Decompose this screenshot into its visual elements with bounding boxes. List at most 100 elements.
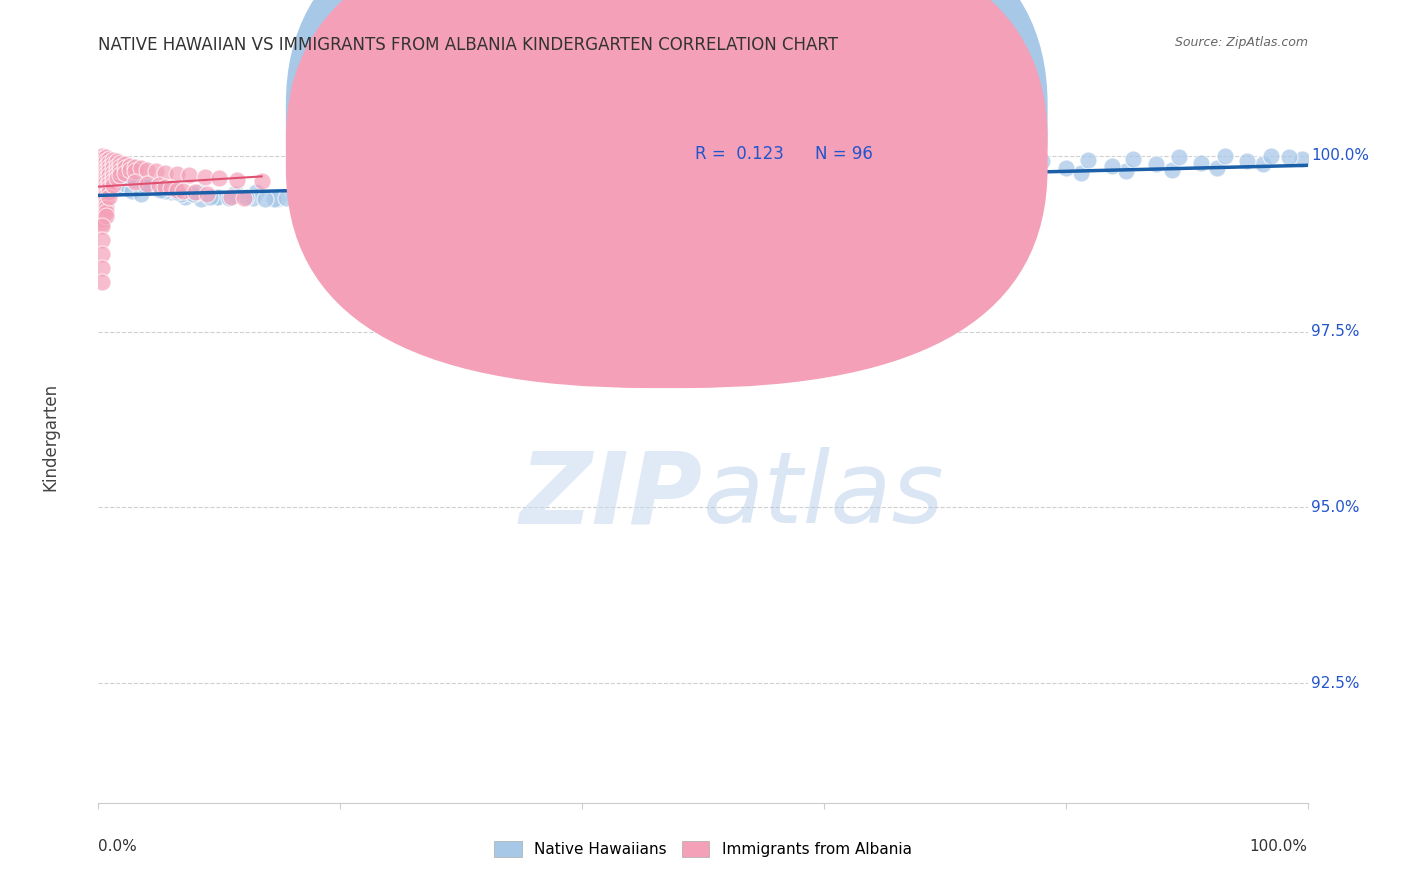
Point — [169, 187, 191, 202]
Point — [510, 187, 533, 202]
Point — [232, 191, 254, 205]
Point — [108, 169, 131, 183]
Point — [319, 191, 342, 205]
Point — [516, 186, 538, 200]
Point — [94, 209, 117, 223]
Point — [226, 187, 249, 202]
Text: ZIP: ZIP — [520, 447, 703, 544]
Point — [98, 177, 121, 191]
Point — [135, 178, 157, 193]
Point — [208, 189, 231, 203]
Point — [1260, 149, 1282, 163]
Point — [305, 191, 328, 205]
Point — [477, 189, 499, 203]
Point — [752, 180, 775, 194]
Point — [420, 193, 443, 207]
Point — [91, 194, 114, 209]
Point — [198, 189, 221, 203]
FancyBboxPatch shape — [285, 0, 1047, 353]
Point — [134, 178, 156, 193]
Point — [101, 166, 124, 180]
Point — [598, 176, 620, 190]
Point — [94, 184, 117, 198]
Point — [101, 178, 124, 193]
Point — [329, 193, 352, 207]
Point — [114, 157, 136, 171]
Point — [93, 162, 115, 177]
Point — [166, 167, 188, 181]
Point — [245, 186, 267, 200]
Point — [98, 169, 121, 183]
Point — [172, 184, 194, 198]
Point — [114, 161, 136, 176]
Point — [105, 154, 128, 169]
Point — [91, 153, 114, 167]
Point — [335, 194, 357, 209]
Point — [94, 196, 117, 211]
Point — [524, 180, 547, 194]
Point — [94, 205, 117, 219]
Point — [242, 191, 264, 205]
Point — [1291, 153, 1313, 167]
Point — [939, 157, 962, 171]
Point — [1168, 150, 1191, 164]
Point — [194, 169, 217, 184]
Point — [108, 180, 131, 194]
Point — [661, 178, 683, 193]
Point — [94, 159, 117, 173]
Point — [138, 178, 160, 193]
Point — [91, 198, 114, 212]
Point — [1215, 149, 1237, 163]
Point — [561, 178, 583, 193]
Point — [844, 176, 866, 190]
Point — [205, 189, 228, 203]
Point — [460, 184, 482, 198]
Point — [450, 189, 472, 203]
Point — [91, 155, 114, 169]
Point — [94, 171, 117, 186]
Point — [492, 182, 515, 196]
Point — [98, 186, 121, 200]
Point — [98, 181, 121, 195]
Point — [118, 171, 141, 186]
Point — [100, 169, 122, 184]
Point — [702, 177, 724, 191]
Point — [98, 160, 121, 174]
Point — [799, 178, 821, 193]
Point — [678, 171, 700, 186]
Point — [101, 169, 124, 184]
Point — [583, 182, 606, 196]
Point — [114, 177, 136, 191]
Point — [94, 162, 117, 177]
Point — [250, 174, 273, 188]
Point — [637, 173, 659, 187]
Point — [91, 166, 114, 180]
Point — [91, 219, 114, 233]
Point — [1101, 159, 1123, 173]
Point — [145, 164, 167, 178]
Point — [190, 193, 212, 207]
Point — [181, 187, 204, 202]
Point — [129, 187, 152, 202]
Point — [135, 177, 157, 191]
Point — [124, 173, 146, 187]
Text: R =  0.338: R = 0.338 — [695, 110, 783, 128]
Point — [343, 193, 366, 207]
Point — [105, 173, 128, 187]
Point — [283, 189, 305, 203]
Point — [356, 189, 378, 203]
Point — [91, 247, 114, 261]
Point — [934, 171, 956, 186]
Text: R =  0.123: R = 0.123 — [695, 145, 783, 163]
Point — [876, 169, 898, 183]
Point — [97, 159, 120, 173]
Point — [114, 166, 136, 180]
Point — [889, 173, 911, 187]
Point — [105, 162, 128, 177]
Point — [94, 201, 117, 215]
Point — [121, 184, 143, 198]
Point — [187, 186, 209, 200]
Text: 100.0%: 100.0% — [1250, 839, 1308, 855]
Point — [91, 212, 114, 227]
Point — [831, 171, 853, 186]
